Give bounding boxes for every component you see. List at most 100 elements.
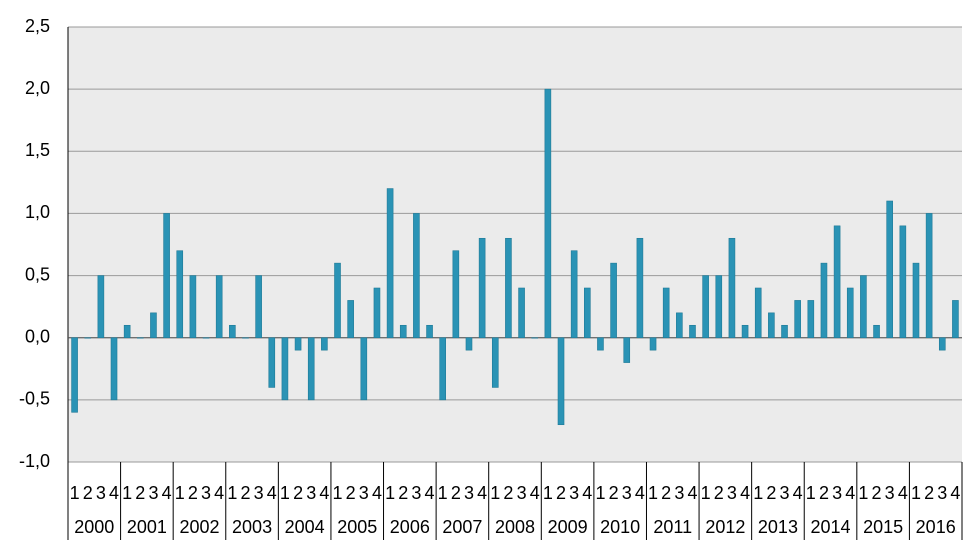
- x-tick-label: 2: [766, 483, 776, 503]
- bar: [544, 88, 552, 339]
- bar: [702, 275, 709, 339]
- x-tick-label: 3: [464, 483, 474, 503]
- x-tick-label: 3: [517, 483, 527, 503]
- x-tick-label: 1: [543, 483, 553, 503]
- x-tick-label: 3: [96, 483, 106, 503]
- x-tick-label: 3: [832, 483, 842, 503]
- x-tick-label: 4: [898, 483, 908, 503]
- bar: [781, 324, 788, 339]
- bar: [649, 337, 657, 351]
- bar: [689, 324, 696, 339]
- x-tick-label: 4: [425, 483, 435, 503]
- x-tick-label: 2: [451, 483, 461, 503]
- x-tick-label: 1: [858, 483, 868, 503]
- x-tick-label: 3: [780, 483, 790, 503]
- bar: [912, 262, 920, 339]
- x-tick-label: 2: [714, 483, 724, 503]
- x-tick-label: 3: [201, 483, 211, 503]
- bar: [97, 275, 105, 339]
- year-label: 2009: [548, 517, 588, 537]
- bar: [478, 237, 486, 339]
- bar: [662, 287, 670, 339]
- y-tick-label: 2,5: [25, 16, 50, 36]
- x-tick-label: 1: [701, 483, 711, 503]
- plot-area: [68, 27, 962, 462]
- bar: [899, 225, 907, 339]
- bar: [426, 324, 433, 339]
- x-tick-label: 2: [661, 483, 671, 503]
- x-tick-label: 3: [306, 483, 316, 503]
- bar: [833, 225, 841, 339]
- year-label: 2008: [495, 517, 535, 537]
- year-label: 2015: [863, 517, 903, 537]
- bar: [465, 337, 473, 351]
- x-tick-label: 1: [175, 483, 185, 503]
- bar: [123, 324, 131, 339]
- bar: [110, 337, 118, 401]
- y-tick-label: -0,5: [19, 389, 50, 409]
- year-label: 2006: [390, 517, 430, 537]
- bar: [794, 300, 801, 339]
- year-label: 2007: [442, 517, 482, 537]
- bar: [334, 262, 341, 339]
- year-label: 2014: [811, 517, 851, 537]
- bar: [255, 275, 262, 339]
- year-label: 2000: [74, 517, 114, 537]
- bar: [294, 337, 302, 351]
- bar: [176, 250, 184, 339]
- x-tick-label: 1: [70, 483, 80, 503]
- bar: [636, 237, 644, 339]
- x-tick-label: 4: [319, 483, 329, 503]
- year-label: 2013: [758, 517, 798, 537]
- bar: [741, 324, 749, 339]
- x-tick-label: 2: [240, 483, 250, 503]
- y-tick-label: 2,0: [25, 78, 50, 98]
- bar: [189, 275, 197, 339]
- x-tick-label: 2: [819, 483, 829, 503]
- x-tick-label: 4: [740, 483, 750, 503]
- x-tick-label: 4: [214, 483, 224, 503]
- x-tick-label: 4: [267, 483, 277, 503]
- bar: [399, 324, 407, 339]
- year-label: 2005: [337, 517, 377, 537]
- x-tick-label: 2: [872, 483, 882, 503]
- bar: [531, 337, 539, 339]
- bar: [715, 275, 723, 339]
- x-tick-label: 4: [162, 483, 172, 503]
- bar: [373, 287, 381, 339]
- year-label: 2010: [600, 517, 640, 537]
- bar: [873, 324, 880, 339]
- year-label: 2004: [285, 517, 325, 537]
- bar: [938, 337, 946, 351]
- bar: [84, 337, 92, 339]
- bar: [281, 337, 289, 401]
- x-tick-label: 3: [622, 483, 632, 503]
- bar: [268, 337, 276, 388]
- bar: [584, 287, 591, 339]
- x-tick-label: 2: [293, 483, 303, 503]
- x-tick-label: 1: [911, 483, 921, 503]
- bar: [307, 337, 315, 401]
- y-tick-label: 0,0: [25, 326, 50, 346]
- bar: [925, 213, 933, 339]
- x-tick-label: 1: [753, 483, 763, 503]
- x-tick-label: 3: [937, 483, 947, 503]
- x-tick-label: 2: [346, 483, 356, 503]
- x-tick-label: 4: [950, 483, 960, 503]
- bar: [557, 337, 565, 426]
- bar: [452, 250, 460, 339]
- x-tick-label: 1: [122, 483, 132, 503]
- bar: [491, 337, 499, 388]
- bar: [242, 337, 249, 339]
- x-tick-label: 1: [595, 483, 605, 503]
- y-tick-label: -1,0: [19, 451, 50, 471]
- bar: [768, 312, 775, 339]
- bar: [676, 312, 683, 339]
- x-tick-label: 2: [924, 483, 934, 503]
- x-tick-label: 2: [503, 483, 513, 503]
- year-label: 2012: [705, 517, 745, 537]
- bar: [623, 337, 631, 363]
- x-tick-label: 4: [687, 483, 697, 503]
- x-tick-label: 1: [806, 483, 816, 503]
- bar: [321, 337, 328, 351]
